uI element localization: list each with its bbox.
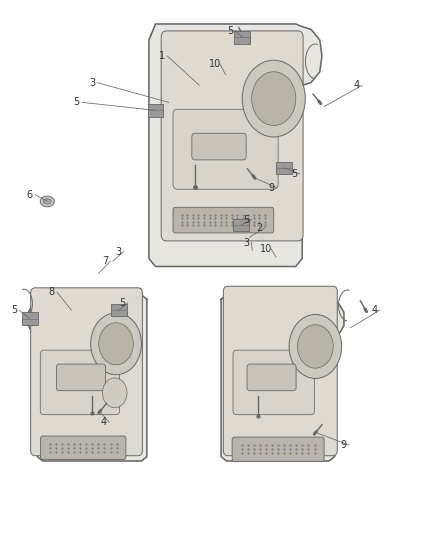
- FancyBboxPatch shape: [233, 350, 314, 415]
- FancyBboxPatch shape: [31, 288, 142, 456]
- Text: 4: 4: [354, 80, 360, 90]
- FancyBboxPatch shape: [192, 133, 246, 160]
- FancyBboxPatch shape: [276, 161, 292, 174]
- Circle shape: [99, 323, 133, 365]
- Text: 5: 5: [74, 98, 80, 107]
- FancyBboxPatch shape: [161, 31, 303, 241]
- FancyBboxPatch shape: [232, 437, 324, 462]
- FancyBboxPatch shape: [173, 109, 278, 189]
- Circle shape: [91, 313, 141, 375]
- Ellipse shape: [43, 199, 51, 204]
- Polygon shape: [221, 295, 344, 461]
- Text: 7: 7: [102, 256, 108, 266]
- Text: 3: 3: [243, 238, 249, 247]
- FancyBboxPatch shape: [111, 304, 127, 317]
- Circle shape: [289, 314, 342, 378]
- FancyBboxPatch shape: [234, 31, 250, 44]
- Text: 4: 4: [371, 305, 378, 315]
- FancyBboxPatch shape: [247, 364, 296, 391]
- Circle shape: [252, 72, 296, 125]
- Text: 3: 3: [89, 78, 95, 87]
- FancyBboxPatch shape: [233, 219, 249, 231]
- FancyBboxPatch shape: [40, 436, 126, 459]
- Text: 5: 5: [244, 215, 250, 224]
- FancyBboxPatch shape: [173, 207, 274, 233]
- Text: 5: 5: [291, 169, 297, 179]
- FancyBboxPatch shape: [22, 312, 38, 325]
- Text: 1: 1: [159, 51, 165, 61]
- Circle shape: [102, 378, 127, 408]
- Text: 2: 2: [257, 223, 263, 232]
- Polygon shape: [149, 24, 322, 266]
- Circle shape: [242, 60, 305, 137]
- Text: 5: 5: [120, 298, 126, 308]
- FancyBboxPatch shape: [40, 350, 120, 415]
- Text: 9: 9: [268, 183, 275, 192]
- Polygon shape: [28, 295, 147, 461]
- Text: 10: 10: [260, 244, 272, 254]
- Text: 6: 6: [27, 190, 33, 199]
- FancyBboxPatch shape: [223, 286, 337, 456]
- FancyBboxPatch shape: [148, 104, 163, 117]
- Text: 5: 5: [227, 26, 233, 36]
- Circle shape: [297, 325, 333, 368]
- Text: 8: 8: [49, 287, 55, 297]
- Text: 3: 3: [115, 247, 121, 256]
- Text: 9: 9: [341, 440, 347, 450]
- Ellipse shape: [40, 196, 54, 207]
- Text: 10: 10: [208, 59, 221, 69]
- Text: 4: 4: [101, 417, 107, 427]
- Text: 5: 5: [11, 305, 17, 315]
- FancyBboxPatch shape: [57, 364, 106, 391]
